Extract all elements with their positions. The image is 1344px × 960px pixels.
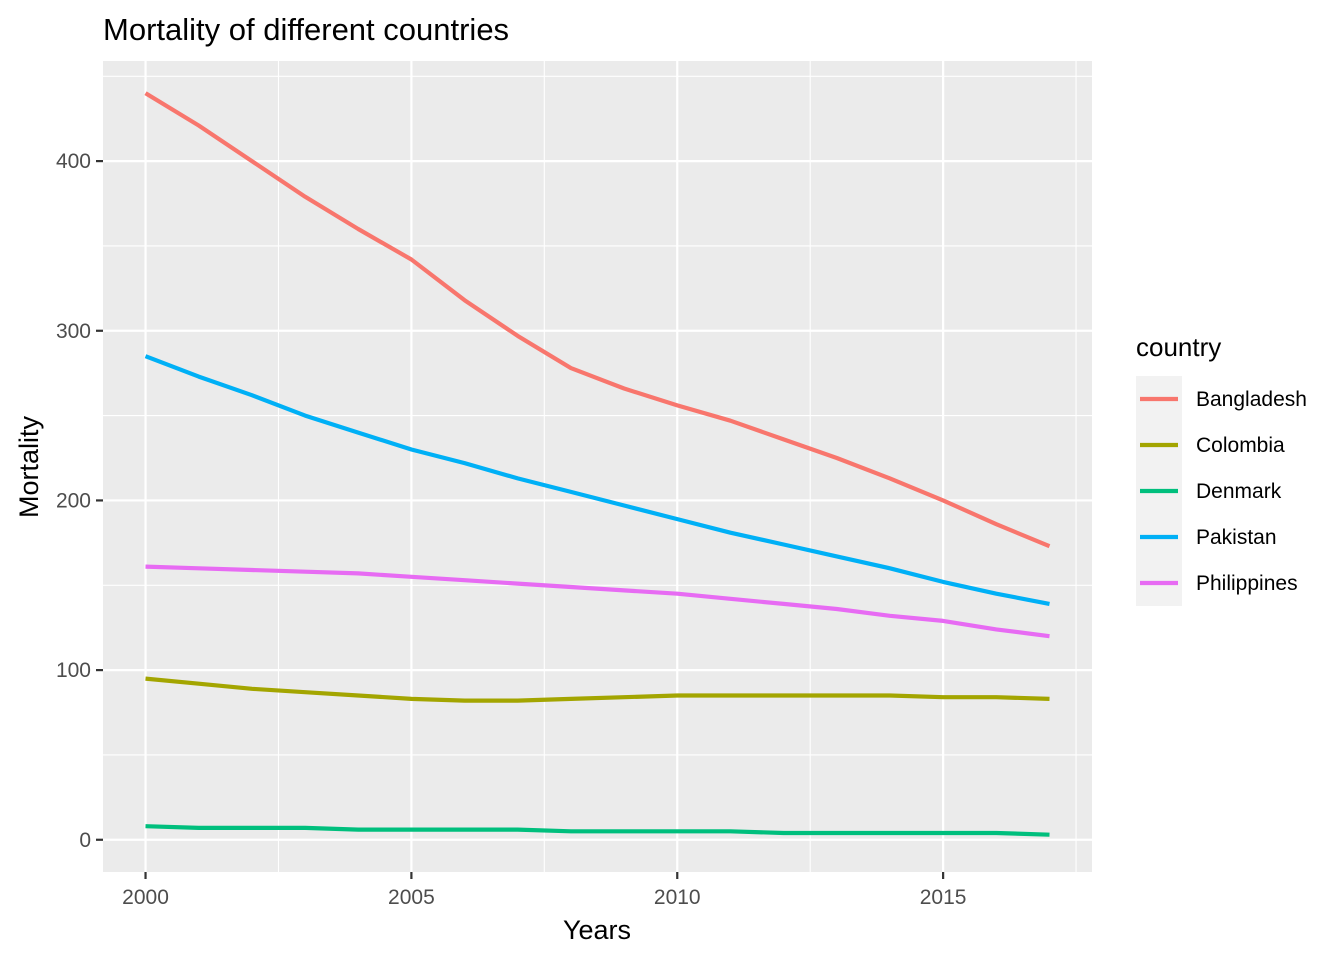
x-tick-label: 2005	[388, 886, 435, 909]
series-lines	[144, 91, 1051, 837]
series-line-pakistan	[144, 354, 1050, 606]
y-tick-label: 0	[79, 829, 91, 852]
legend-label-bangladesh: Bangladesh	[1196, 388, 1307, 411]
y-tick-label: 400	[56, 150, 91, 173]
series-line-denmark	[145, 824, 1050, 837]
plot-panel	[103, 61, 1092, 872]
x-tick-label: 2000	[122, 886, 169, 909]
legend-label-philippines: Philippines	[1196, 572, 1298, 595]
y-axis-ticks: 0 100 200 300 400	[56, 150, 103, 852]
y-tick-label: 100	[56, 659, 91, 682]
legend-label-denmark: Denmark	[1196, 480, 1282, 503]
x-axis-ticks: 2000 2005 2010 2015	[122, 872, 966, 909]
legend-items: Bangladesh Colombia Denmark Pakistan Philipp…	[1136, 376, 1307, 606]
legend-title: country	[1136, 332, 1221, 362]
x-tick-label: 2015	[920, 886, 967, 909]
y-axis-label: Mortality	[14, 415, 44, 518]
x-axis-label: Years	[563, 915, 631, 945]
minor-gridlines	[103, 61, 1092, 872]
series-line-philippines	[145, 564, 1050, 639]
legend: country Bangladesh Colombia Denmark Pakista…	[1136, 332, 1307, 606]
chart-title: Mortality of different countries	[103, 12, 509, 47]
series-line-bangladesh	[144, 91, 1051, 549]
x-tick-label: 2010	[654, 886, 701, 909]
legend-label-colombia: Colombia	[1196, 434, 1285, 457]
series-line-colombia	[145, 676, 1050, 703]
y-tick-label: 200	[56, 489, 91, 512]
y-tick-label: 300	[56, 320, 91, 343]
legend-label-pakistan: Pakistan	[1196, 526, 1277, 549]
